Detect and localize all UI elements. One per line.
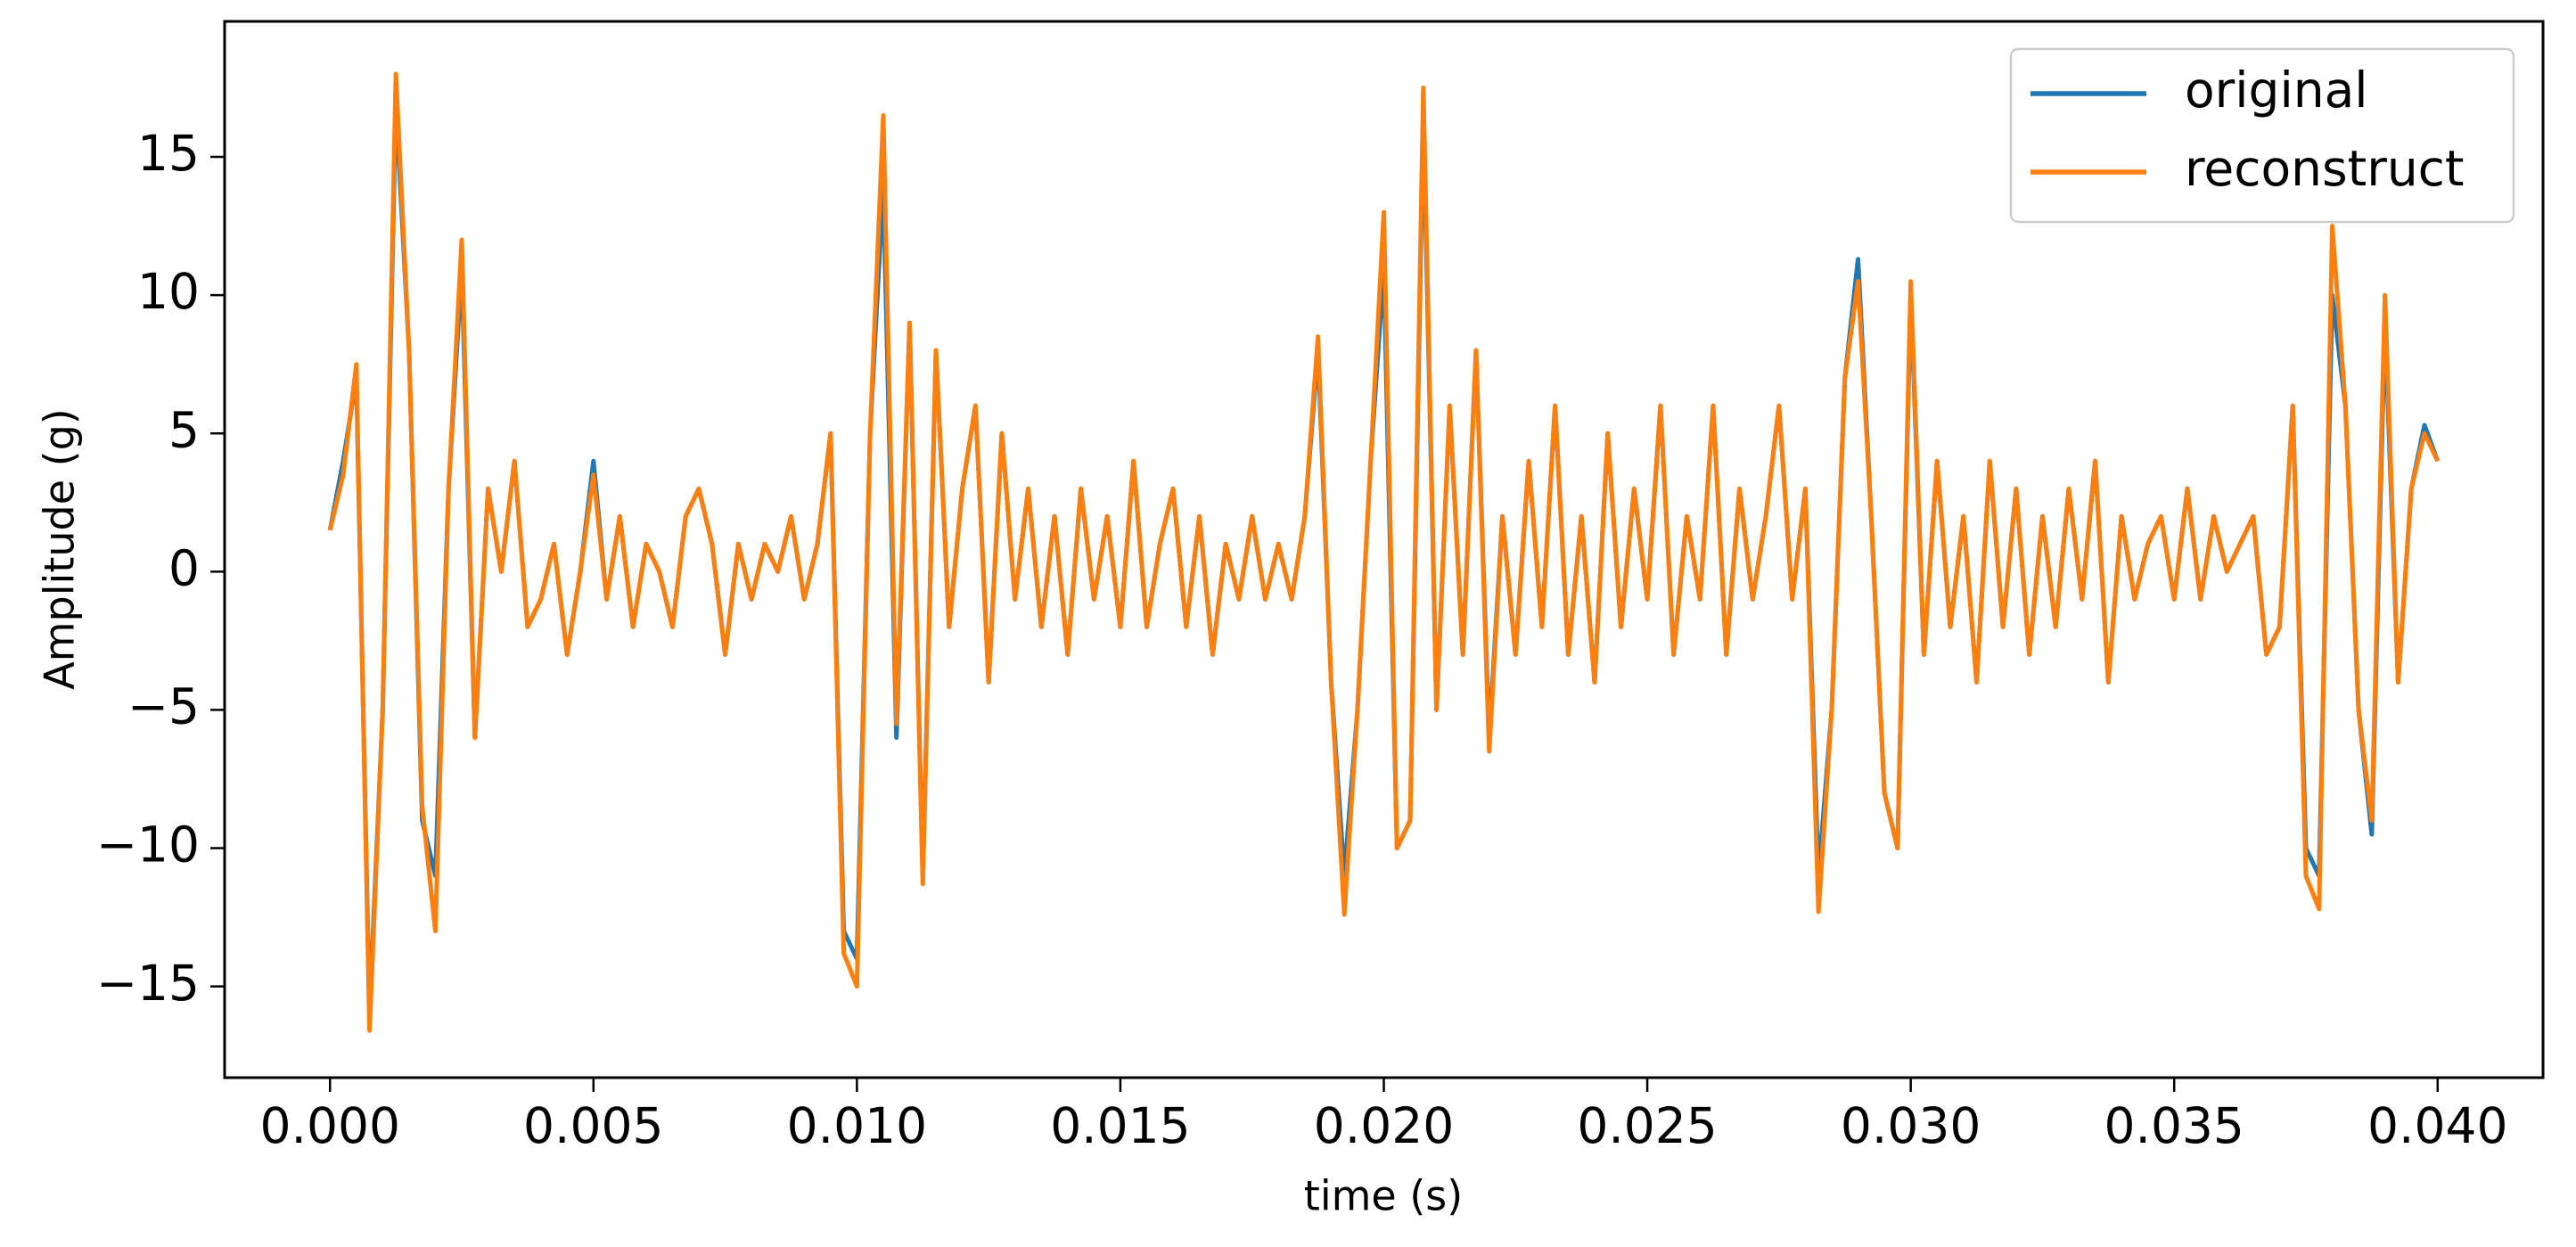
x-axis-label: time (s) [1304, 1172, 1463, 1220]
x-tick-label: 0.010 [787, 1097, 927, 1154]
data-line [327, 71, 2441, 1033]
y-tick-label: 5 [168, 401, 200, 458]
x-tick-label: 0.020 [1314, 1097, 1454, 1154]
legend-label: original [2185, 62, 2368, 119]
x-tick-label: 0.035 [2104, 1097, 2244, 1154]
y-axis-label: Amplitude (g) [36, 408, 84, 689]
y-tick-label: 15 [137, 125, 200, 182]
x-tick-label: 0.015 [1050, 1097, 1190, 1154]
y-tick-label: −5 [127, 678, 200, 735]
x-tick-label: 0.000 [259, 1097, 399, 1154]
y-tick-label: 10 [137, 263, 200, 320]
plot-frame [223, 20, 2545, 1079]
x-tick-label: 0.005 [523, 1097, 663, 1154]
y-tick-label: 0 [168, 539, 200, 596]
x-tick-label: 0.030 [1841, 1097, 1981, 1154]
legend-label: reconstruct [2185, 140, 2464, 197]
y-tick-label: −15 [96, 955, 200, 1012]
x-tick-label: 0.025 [1577, 1097, 1717, 1154]
y-tick-label: −10 [96, 816, 200, 874]
x-tick-label: 0.040 [2367, 1097, 2507, 1154]
